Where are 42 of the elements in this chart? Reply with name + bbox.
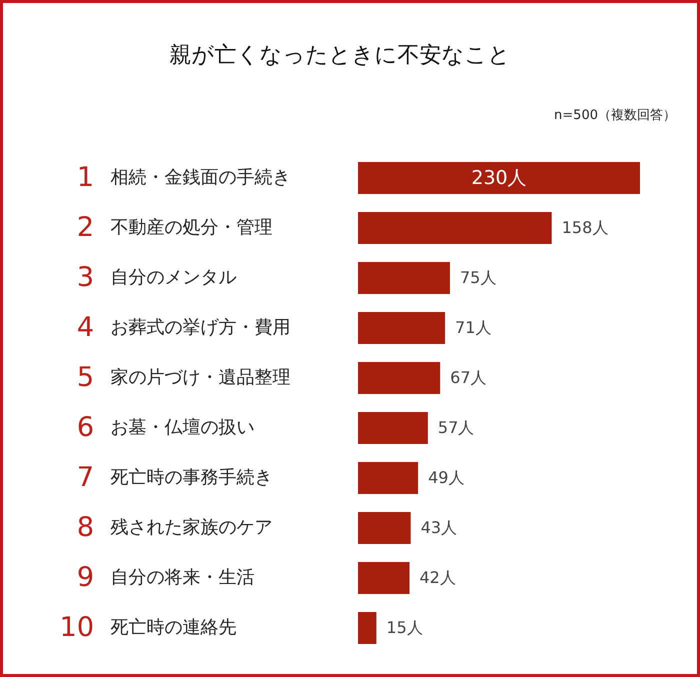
y-tick-label: 不動産の処分・管理 [110,217,272,238]
text: 9 [76,562,94,593]
bar [358,512,411,544]
text: 2 [76,212,94,243]
data-label: 42人 [419,568,456,587]
text: 5 [76,362,94,393]
data-label: 15人 [386,618,423,637]
y-tick-label: 自分の将来・生活 [110,567,254,588]
y-tick-label: 相続・金銭面の手続き [110,167,290,188]
text: 6 [76,412,94,443]
text: 10 [60,612,94,643]
y-tick-label: 死亡時の連絡先 [110,617,236,638]
text: 4 [76,312,94,343]
data-label: 230人 [471,167,527,189]
data-label: 57人 [438,418,474,437]
bar [358,362,440,394]
y-tick-label: 残された家族のケア [110,517,272,538]
bar [358,262,450,294]
bar [358,612,376,644]
data-label: 158人 [562,218,608,237]
bar [358,412,428,444]
data-label: 49人 [428,468,464,487]
y-tick-label: お葬式の挙げ方・費用 [110,317,290,338]
text: 3 [76,262,94,293]
text: 7 [76,462,94,493]
data-label: 75人 [460,268,496,287]
y-tick-label: 家の片づけ・遺品整理 [110,367,290,388]
bar [358,562,410,594]
bar [358,312,446,344]
text: n=500（複数回答） [554,108,676,123]
chart-title: 親が亡くなったときに不安なこと [170,43,510,68]
text: 1 [76,162,94,193]
data-label: 43人 [420,518,458,537]
y-tick-label: お墓・仏壇の扱い [110,417,254,438]
bar [358,462,418,494]
bar [358,212,552,244]
y-tick-label: 自分のメンタル [110,267,236,288]
y-tick-label: 死亡時の事務手続き [110,467,272,488]
bar [358,162,640,194]
text: 8 [76,512,94,543]
data-label: 67人 [450,368,487,387]
data-label: 71人 [455,318,492,337]
